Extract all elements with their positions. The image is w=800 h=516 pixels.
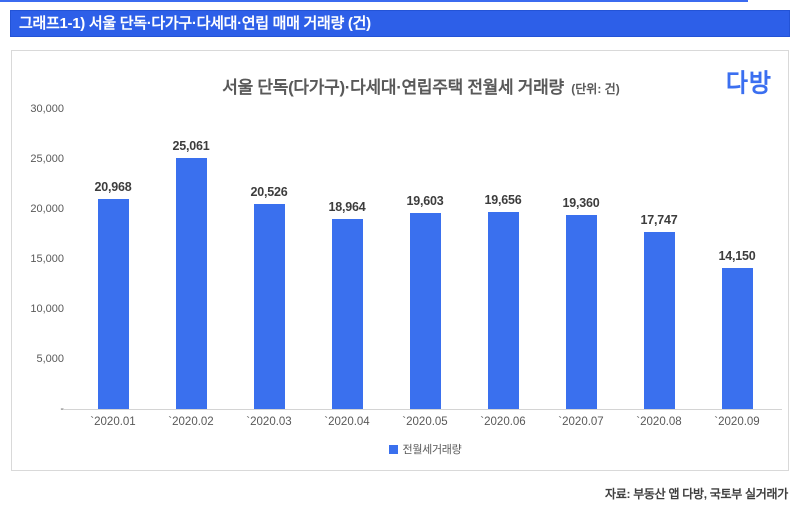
bar-column: 25,061: [152, 109, 230, 409]
x-tick-label: `2020.08: [636, 416, 682, 428]
bar: [409, 212, 441, 409]
chart-title-row: 서울 단독(다가구)·다세대·연립주택 전월세 거래량 (단위: 건): [12, 73, 788, 98]
bar-value-label: 25,061: [172, 139, 210, 154]
bar-column: 19,360: [542, 109, 620, 409]
bar: [643, 231, 675, 409]
bar-column: 14,150: [698, 109, 776, 409]
bar-column: 19,603: [386, 109, 464, 409]
x-tick-label: `2020.06: [480, 416, 526, 428]
legend-color-swatch: [388, 444, 398, 454]
bar: [565, 215, 597, 409]
y-tick-label: 25,000: [30, 153, 64, 165]
legend-label: 전월세거래량: [402, 444, 462, 456]
x-tick-label: `2020.04: [324, 416, 370, 428]
chart-unit-label: (단위: 건): [571, 82, 620, 96]
chart-panel: 서울 단독(다가구)·다세대·연립주택 전월세 거래량 (단위: 건) 다방 3…: [11, 50, 789, 471]
chart-title: 서울 단독(다가구)·다세대·연립주택 전월세 거래량: [222, 78, 564, 97]
bar-value-label: 14,150: [718, 248, 756, 263]
bar: [97, 199, 129, 409]
chart-legend: 전월세거래량: [74, 441, 776, 457]
source-note: 자료: 부동산 앱 다방, 국토부 실거래가: [604, 487, 788, 501]
x-tick-label: `2020.01: [90, 416, 136, 428]
y-tick-label: 5,000: [36, 353, 64, 365]
x-tick-label: `2020.05: [402, 416, 448, 428]
bar: [331, 219, 363, 409]
report-header-title: 그래프1-1) 서울 단독·다가구·다세대·연립 매매 거래량 (건): [19, 15, 371, 32]
bar-value-label: 18,964: [328, 200, 366, 215]
y-tick-label: 20,000: [30, 203, 64, 215]
y-tick-label: 10,000: [30, 303, 64, 315]
y-axis-ticks: 30,000 25,000 20,000 15,000 10,000 5,000 -: [12, 51, 788, 470]
bar-value-label: 20,526: [250, 184, 288, 199]
x-axis-line: [64, 409, 782, 410]
report-header-band: 그래프1-1) 서울 단독·다가구·다세대·연립 매매 거래량 (건): [10, 10, 790, 37]
x-tick-label: `2020.03: [246, 416, 292, 428]
bar-column: 17,747: [620, 109, 698, 409]
plot-bars: 20,968 25,061 20,526 18,964 19,603 19,656 19,3…: [74, 109, 776, 409]
bar: [253, 203, 285, 409]
y-tick-label: 30,000: [30, 103, 64, 115]
dabang-logo: 다방: [725, 69, 772, 98]
x-axis-labels: `2020.01 `2020.02 `2020.03 `2020.04 `2020.05…: [74, 416, 776, 428]
y-tick-label: -: [60, 403, 64, 415]
bar-value-label: 19,360: [562, 196, 600, 211]
bar: [175, 158, 207, 409]
x-tick-label: `2020.02: [168, 416, 214, 428]
bar: [487, 212, 519, 409]
bar-column: 20,968: [74, 109, 152, 409]
x-tick-label: `2020.07: [558, 416, 604, 428]
y-tick-label: 15,000: [30, 253, 64, 265]
bar: [721, 267, 753, 409]
bar-value-label: 19,603: [406, 193, 444, 208]
x-tick-label: `2020.09: [714, 416, 760, 428]
top-accent-rule: [0, 0, 748, 2]
bar-value-label: 19,656: [484, 193, 522, 208]
bar-column: 19,656: [464, 109, 542, 409]
bar-column: 20,526: [230, 109, 308, 409]
bar-value-label: 17,747: [640, 212, 678, 227]
bar-value-label: 20,968: [94, 180, 132, 195]
bar-column: 18,964: [308, 109, 386, 409]
